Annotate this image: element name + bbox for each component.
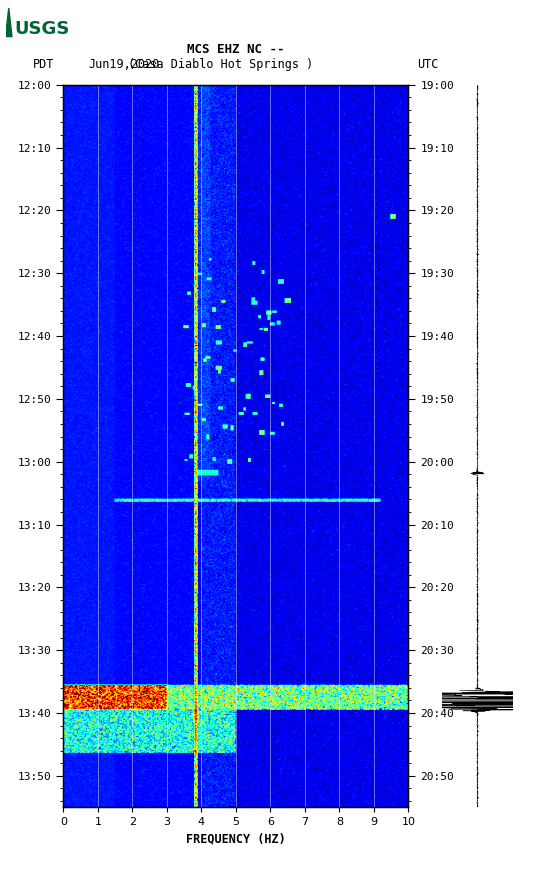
Text: MCS EHZ NC --: MCS EHZ NC -- <box>187 44 284 56</box>
Text: UTC: UTC <box>417 58 438 70</box>
Text: (Casa Diablo Hot Springs ): (Casa Diablo Hot Springs ) <box>128 58 314 70</box>
X-axis label: FREQUENCY (HZ): FREQUENCY (HZ) <box>186 832 286 846</box>
Text: Jun19,2020: Jun19,2020 <box>88 58 160 70</box>
Polygon shape <box>6 8 12 37</box>
Text: USGS: USGS <box>14 21 70 38</box>
Text: PDT: PDT <box>33 58 55 70</box>
